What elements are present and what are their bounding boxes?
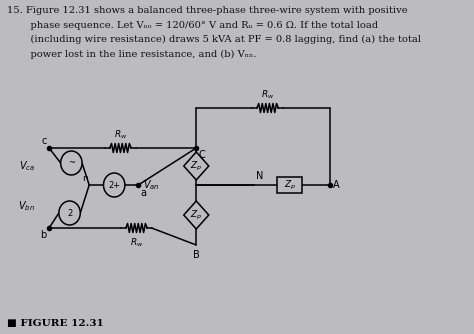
Text: b: b <box>40 230 46 240</box>
Text: power lost in the line resistance, and (b) Vₙₙ.: power lost in the line resistance, and (… <box>18 49 256 59</box>
Circle shape <box>103 173 125 197</box>
Text: $Z_p$: $Z_p$ <box>190 159 202 173</box>
Text: 15. Figure 12.31 shows a balanced three-phase three-wire system with positive: 15. Figure 12.31 shows a balanced three-… <box>7 6 408 15</box>
Text: 2+: 2+ <box>108 180 120 189</box>
Text: C: C <box>198 150 205 160</box>
Text: 2: 2 <box>67 208 72 217</box>
Text: a: a <box>140 188 146 198</box>
Bar <box>277 177 302 193</box>
Text: $V_{bn}$: $V_{bn}$ <box>18 199 35 213</box>
Circle shape <box>61 151 82 175</box>
Circle shape <box>59 201 80 225</box>
Polygon shape <box>184 152 209 180</box>
Text: n: n <box>82 174 87 183</box>
Text: $R_w$: $R_w$ <box>114 129 127 141</box>
Text: ~: ~ <box>68 159 75 167</box>
Polygon shape <box>184 201 209 229</box>
Text: A: A <box>333 180 339 190</box>
Text: $V_{an}$: $V_{an}$ <box>143 178 159 192</box>
Text: c: c <box>41 136 46 146</box>
Text: $Z_p$: $Z_p$ <box>190 208 202 221</box>
Text: ■ FIGURE 12.31: ■ FIGURE 12.31 <box>7 319 104 328</box>
Text: $Z_p$: $Z_p$ <box>284 178 296 192</box>
Text: phase sequence. Let Vₙₒ = 120/60° V and Rᵤ = 0.6 Ω. If the total load: phase sequence. Let Vₙₒ = 120/60° V and … <box>18 20 378 29</box>
Text: N: N <box>256 171 264 181</box>
Text: (including wire resistance) draws 5 kVA at PF = 0.8 lagging, find (a) the total: (including wire resistance) draws 5 kVA … <box>18 35 421 44</box>
Text: $V_{ca}$: $V_{ca}$ <box>18 159 35 173</box>
Text: $R_w$: $R_w$ <box>261 89 274 101</box>
Text: $R_w$: $R_w$ <box>130 236 143 248</box>
Text: B: B <box>193 250 200 260</box>
